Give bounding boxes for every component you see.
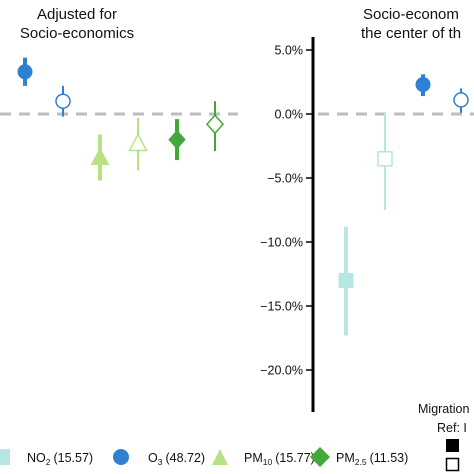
left-title-line-1: Adjusted for [37,6,117,23]
migration-legend: Migration Ref: I [418,402,469,472]
left-pm25-filled-point [168,129,186,150]
legend-pm10-label: PM10 (15.77) [244,451,315,467]
migration-legend-ref-label: Ref: I [437,421,467,435]
right-o3-filled-point [415,77,431,93]
left-o3-open-point [55,93,71,109]
left-o3-filled-point [17,64,33,80]
right-no2-filled-point [338,272,354,288]
legend-o3-label: O3 (48.72) [148,451,205,467]
migration-filled-square-icon [446,439,459,452]
right-panel-marks [338,74,469,336]
right-title-line-1: Socio-econom [363,6,459,23]
right-no2-open-point [377,151,393,167]
legend-pm25-diamond-icon [310,447,330,467]
migration-open-square-icon [445,457,460,472]
legend-no2-square-icon [0,449,10,465]
legend-o3-circle-icon [113,449,129,465]
left-pm10-filled-point [90,147,110,166]
pollutant-legend: NO2 (15.57) O3 (48.72) PM10 (15.77) PM2.5 (1… [0,447,408,467]
left-panel-marks [17,57,225,181]
y-tick-label: −10.0% [260,236,303,250]
y-tick-label: 5.0% [275,44,304,58]
legend-pm25-label: PM2.5 (11.53) [336,451,408,467]
right-y-ticks: 5.0% 0.0% −5.0% −10.0% −15.0% −20.0% [260,44,313,378]
left-pm10-open-point [128,132,148,152]
y-tick-label: −20.0% [260,364,303,378]
legend-no2-label: NO2 (15.57) [27,451,93,467]
left-title-line-2: Socio-economics [20,25,134,42]
y-tick-label: −15.0% [260,300,303,314]
right-o3-open-point [453,92,469,108]
y-tick-label: −5.0% [267,172,303,186]
right-title-line-2: the center of th [361,25,461,42]
y-tick-label: 0.0% [275,108,304,122]
legend-pm10-triangle-icon [212,449,228,465]
left-pm25-open-point [205,114,225,135]
migration-legend-title: Migration [418,402,469,416]
